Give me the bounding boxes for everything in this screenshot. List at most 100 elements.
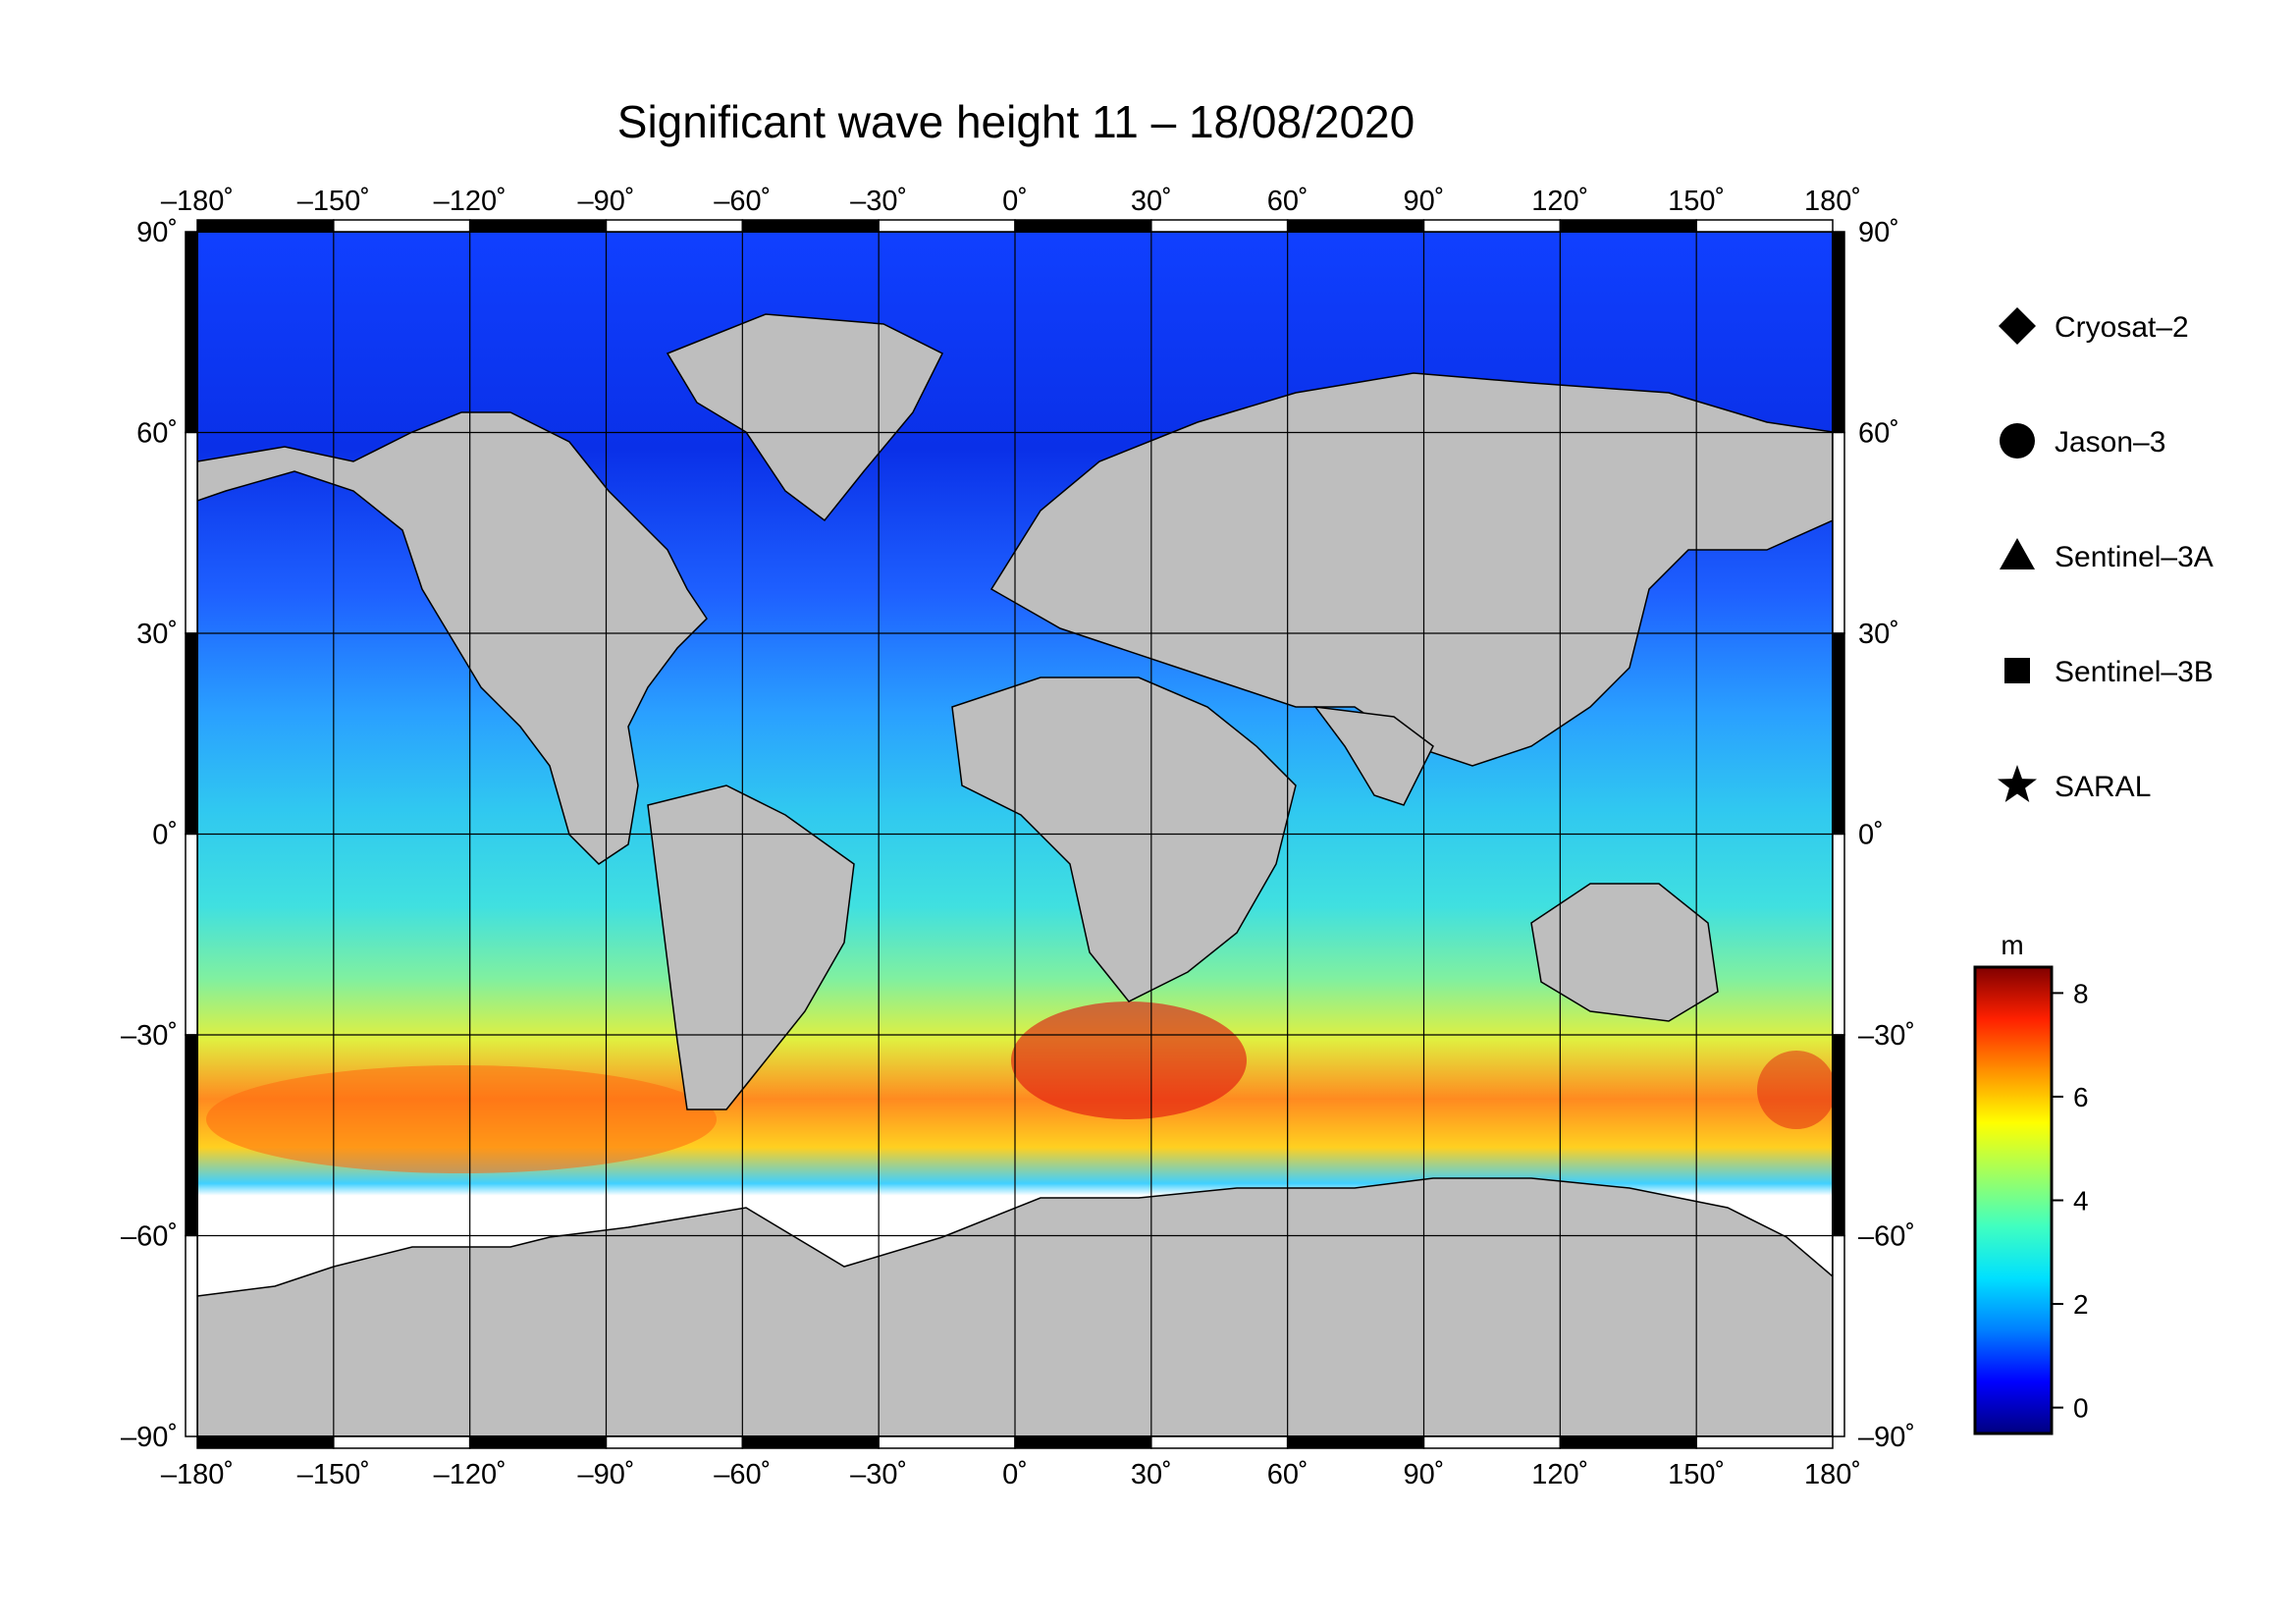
lat-tick-label-left: 30˚ [136, 619, 178, 650]
frame-band-top [1150, 219, 1289, 233]
legend-label: Jason–3 [2055, 426, 2165, 459]
frame-band-top [468, 219, 608, 233]
lon-tick-label-top: –120˚ [434, 186, 507, 217]
lon-tick-label-top: –60˚ [714, 186, 771, 217]
frame-band-top [196, 219, 335, 233]
lat-tick-label-right: –30˚ [1858, 1020, 1915, 1052]
frame-band-right [1832, 1234, 1845, 1437]
lat-tick-label-right: –60˚ [1858, 1221, 1915, 1253]
lon-tick-label-bottom: –30˚ [850, 1459, 907, 1490]
frame-band-left [185, 431, 198, 634]
lon-tick-label-bottom: –150˚ [297, 1459, 370, 1490]
frame-band-bottom [741, 1435, 880, 1449]
square-marker-icon [2004, 658, 2030, 683]
frame-band-bottom [1559, 1435, 1697, 1449]
frame-band-left [185, 632, 198, 836]
frame-band-top [1695, 219, 1834, 233]
lon-tick-label-top: 30˚ [1131, 186, 1172, 217]
map-title: Significant wave height 11 – 18/08/2020 [617, 96, 1415, 147]
lon-tick-label-bottom: 180˚ [1804, 1459, 1861, 1490]
lon-tick-label-top: –150˚ [297, 186, 370, 217]
lon-tick-label-top: –180˚ [161, 186, 234, 217]
frame-band-top [1422, 219, 1562, 233]
lat-tick-label-left: 0˚ [152, 820, 178, 851]
land-north-america [197, 411, 708, 865]
frame-band-left [185, 1034, 198, 1237]
legend-item: Sentinel–3A [2000, 538, 2214, 573]
lat-tick-label-right: –90˚ [1858, 1422, 1915, 1453]
frame-band-bottom [1286, 1435, 1425, 1449]
lon-tick-label-bottom: 0˚ [1002, 1459, 1028, 1490]
land-africa [951, 676, 1297, 1002]
legend-label: Cryosat–2 [2055, 311, 2189, 344]
lon-tick-label-bottom: –90˚ [577, 1459, 634, 1490]
land-australia [1530, 883, 1719, 1022]
lon-tick-label-bottom: 90˚ [1404, 1459, 1445, 1490]
frame-band-bottom [468, 1435, 608, 1449]
colorbar-tick-label: 0 [2073, 1393, 2089, 1424]
frame-band-left [185, 231, 198, 434]
frame-band-right [1832, 833, 1845, 1036]
frame-band-bottom [1422, 1435, 1562, 1449]
circle-marker-icon [2000, 423, 2035, 459]
graticule [197, 232, 1833, 1436]
lat-tick-label-left: 90˚ [136, 217, 178, 248]
lon-tick-label-bottom: 60˚ [1267, 1459, 1308, 1490]
lon-tick-label-top: –30˚ [850, 186, 907, 217]
frame-band-top [1559, 219, 1697, 233]
frame-band-top [741, 219, 880, 233]
lat-tick-label-right: 90˚ [1858, 217, 1899, 248]
legend-label: Sentinel–3A [2055, 541, 2214, 573]
colorbar-tick-label: 8 [2073, 978, 2089, 1008]
map-area [197, 232, 1833, 1436]
frame-band-top [878, 219, 1016, 233]
lon-tick-label-bottom: 30˚ [1131, 1459, 1172, 1490]
frame-band-right [1832, 431, 1845, 634]
frame-band-bottom [196, 1435, 335, 1449]
colorbar-gradient [1973, 965, 2054, 1435]
lat-tick-label-right: 60˚ [1858, 418, 1899, 450]
frame-band-bottom [605, 1435, 744, 1449]
land-greenland [666, 313, 944, 522]
colorbar-tick-label: 4 [2073, 1186, 2089, 1217]
legend-item: Cryosat–2 [1999, 307, 2189, 345]
frame-band-bottom [1695, 1435, 1834, 1449]
lat-ticks-left: 90˚ 60˚ 30˚ 0˚ –30˚ –60˚ –90˚ [121, 217, 178, 1453]
frame-band-bottom [878, 1435, 1016, 1449]
lon-tick-label-bottom: –180˚ [161, 1459, 234, 1490]
land-india [1313, 706, 1434, 806]
lon-tick-label-bottom: –60˚ [714, 1459, 771, 1490]
frame-band-right [1832, 231, 1845, 434]
lat-tick-label-right: 0˚ [1858, 820, 1884, 851]
frame-band-top [333, 219, 471, 233]
frame-band-left [185, 833, 198, 1036]
high-wave-region-southwest-pacific [1757, 1051, 1833, 1129]
star-marker-icon [1998, 765, 2037, 802]
lon-tick-label-bottom: –120˚ [434, 1459, 507, 1490]
lon-ticks-bottom: –180˚ –150˚ –120˚ –90˚ –60˚ –30˚ 0˚ 30˚ 60˚ 90˚ 12… [161, 1459, 1861, 1490]
land-south-america [647, 784, 855, 1110]
lat-tick-label-left: –60˚ [121, 1221, 178, 1253]
frame-band-bottom [1150, 1435, 1289, 1449]
legend-item: SARAL [1998, 765, 2151, 803]
colorbar-unit: m [2001, 930, 2023, 960]
lon-tick-label-bottom: 120˚ [1531, 1459, 1588, 1490]
frame-band-top [1014, 219, 1152, 233]
map-frame [185, 219, 1845, 1449]
satellite-legend: Cryosat–2 Jason–3 Sentinel–3A Sentinel–3B SA… [1998, 307, 2214, 803]
legend-item: Sentinel–3B [2004, 656, 2214, 688]
land-eurasia [989, 372, 1833, 767]
lon-tick-label-top: 0˚ [1002, 186, 1028, 217]
frame-band-bottom [1014, 1435, 1152, 1449]
high-wave-region-south-pacific [206, 1065, 717, 1173]
lat-tick-label-left: –90˚ [121, 1422, 178, 1453]
legend-item: Jason–3 [2000, 423, 2165, 459]
colorbar: m 0 2 4 6 8 [1973, 930, 2089, 1435]
frame-band-bottom [333, 1435, 471, 1449]
frame-band-right [1832, 1034, 1845, 1237]
diamond-marker-icon [1999, 307, 2036, 345]
triangle-marker-icon [2000, 538, 2035, 569]
frame-band-right [1832, 632, 1845, 836]
lon-tick-label-top: 90˚ [1404, 186, 1445, 217]
